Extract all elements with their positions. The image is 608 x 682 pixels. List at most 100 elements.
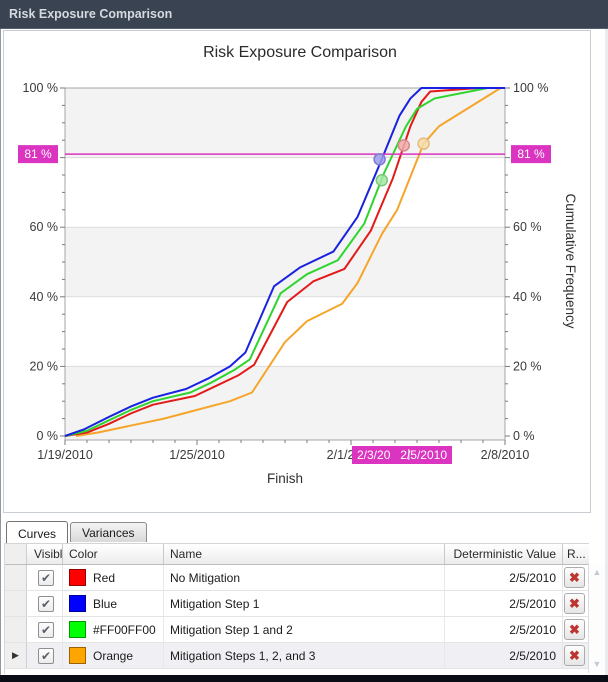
header-remove[interactable]: R...: [567, 547, 585, 561]
row-selector[interactable]: [5, 565, 27, 590]
crossing-marker[interactable]: [375, 173, 389, 187]
deterministic-value-cell: 2/5/2010: [445, 565, 563, 590]
header-name[interactable]: Name: [164, 544, 445, 564]
name-cell: No Mitigation: [164, 565, 445, 590]
color-name: Red: [93, 570, 116, 585]
remove-cell: ✖: [563, 591, 585, 616]
deterministic-value-cell: 2/5/2010: [445, 643, 563, 668]
header-deterministic-value[interactable]: Deterministic Value: [445, 544, 563, 564]
threshold-label-text: 81 %: [24, 147, 52, 161]
color-cell: #FF00FF00: [63, 617, 164, 642]
visible-checkbox[interactable]: ✔: [38, 621, 54, 638]
x-tick-label: 1/19/2010: [37, 448, 93, 462]
delete-row-button[interactable]: ✖: [564, 593, 585, 614]
y-tick-label: 0 %: [36, 429, 58, 443]
name-cell: Mitigation Step 1: [164, 591, 445, 616]
table-row[interactable]: ✔ Blue Mitigation Step 1 2/5/2010 ✖: [5, 591, 589, 617]
curves-table: Visible Color Name Deterministic Value R…: [4, 543, 589, 674]
deterministic-value-cell: 2/5/2010: [445, 591, 563, 616]
visible-cell: ✔: [27, 565, 63, 590]
color-swatch: [69, 595, 86, 612]
table-row[interactable]: ▶ ✔ Orange Mitigation Steps 1, 2, and 3 2/5/…: [5, 643, 589, 669]
curve-no-mitigation: [64, 87, 505, 437]
table-row[interactable]: ✔ #FF00FF00 Mitigation Step 1 and 2 2/5/201…: [5, 617, 589, 643]
table-scrollbar[interactable]: ▲ ▼: [588, 563, 605, 673]
plot-band: [65, 227, 505, 297]
x-tick-label: 1/25/2010: [169, 448, 225, 462]
table-row[interactable]: ✔ Red No Mitigation 2/5/2010 ✖: [5, 565, 589, 591]
delete-row-button[interactable]: ✖: [564, 645, 585, 666]
curve-mitigation-step-1-and-2: [64, 87, 505, 437]
visible-checkbox[interactable]: ✔: [38, 569, 54, 586]
plot-band: [65, 366, 505, 440]
header-visible[interactable]: Visible: [27, 544, 63, 564]
scroll-down-icon[interactable]: ▼: [592, 659, 602, 669]
tracker-clip-artifact: [408, 449, 410, 460]
color-swatch: [69, 569, 86, 586]
crossing-marker[interactable]: [397, 139, 411, 152]
current-row-arrow: ▶: [12, 650, 19, 660]
deterministic-date-label: 2/5/2010: [400, 448, 447, 462]
table-body: ✔ Red No Mitigation 2/5/2010 ✖ ✔ Blue Mitigatio…: [5, 565, 589, 669]
window-bottom-border: [0, 675, 608, 682]
window-right-edge: [605, 28, 608, 675]
tracker-date-clipped: 2/3/20: [357, 448, 391, 462]
name-cell: Mitigation Step 1 and 2: [164, 617, 445, 642]
y-tick-label-right: 100 %: [513, 81, 548, 95]
visible-checkbox[interactable]: ✔: [38, 595, 54, 612]
date-tracker-box: [352, 446, 452, 464]
row-selector[interactable]: ▶: [5, 643, 27, 668]
risk-chart[interactable]: 0 % 0 % 20 % 20 % 40 % 40 % 60 % 60 % 100 % 100 %…: [0, 0, 608, 518]
y-tick-label: 60 %: [30, 220, 59, 234]
color-name: Orange: [93, 648, 134, 663]
color-swatch: [69, 621, 86, 638]
color-name: #FF00FF00: [93, 622, 156, 637]
window-titlebar[interactable]: Risk Exposure Comparison: [0, 0, 608, 29]
plot-band: [65, 296, 505, 367]
y-axis-title: Cumulative Frequency: [563, 193, 578, 328]
visible-cell: ✔: [27, 643, 63, 668]
y-tick-label: 100 %: [23, 81, 58, 95]
tab-strip: Curves Variances: [6, 519, 149, 543]
header-color[interactable]: Color: [63, 544, 164, 564]
y-tick-label-right: 60 %: [513, 220, 542, 234]
deterministic-value-cell: 2/5/2010: [445, 617, 563, 642]
color-cell: Red: [63, 565, 164, 590]
visible-cell: ✔: [27, 591, 63, 616]
remove-cell: ✖: [563, 643, 585, 668]
y-tick-label-right: 0 %: [513, 429, 535, 443]
row-selector[interactable]: [5, 617, 27, 642]
window-title: Risk Exposure Comparison: [9, 7, 173, 21]
y-tick-label-right: 40 %: [513, 290, 542, 304]
y-tick-label: 20 %: [30, 359, 59, 373]
color-cell: Orange: [63, 643, 164, 668]
table-header: Visible Color Name Deterministic Value R…: [5, 543, 589, 565]
delete-row-button[interactable]: ✖: [564, 619, 585, 640]
threshold-label-right: [511, 145, 551, 164]
chart-title: Risk Exposure Comparison: [203, 44, 397, 61]
x-axis-title: Finish: [267, 471, 303, 486]
delete-row-button[interactable]: ✖: [564, 567, 585, 588]
name-cell: Mitigation Steps 1, 2, and 3: [164, 643, 445, 668]
row-selector[interactable]: [5, 591, 27, 616]
visible-cell: ✔: [27, 617, 63, 642]
threshold-label-text: 81 %: [517, 147, 545, 161]
color-swatch: [69, 647, 86, 664]
color-name: Blue: [93, 596, 118, 611]
header-corner: [5, 544, 27, 564]
x-tick-label: 2/8/2010: [481, 448, 530, 462]
curve-mitigation-step-1: [64, 87, 505, 437]
threshold-label-left: [18, 145, 58, 164]
crossing-marker[interactable]: [373, 153, 386, 166]
visible-checkbox[interactable]: ✔: [38, 647, 54, 664]
scroll-up-icon[interactable]: ▲: [592, 567, 602, 577]
remove-cell: ✖: [563, 565, 585, 590]
plot-band: [65, 157, 505, 228]
remove-cell: ✖: [563, 617, 585, 642]
curve-mitigation-steps-1-2-and-3: [75, 87, 505, 437]
tab-variances[interactable]: Variances: [70, 522, 147, 542]
crossing-marker[interactable]: [417, 137, 430, 150]
tab-curves[interactable]: Curves: [6, 521, 69, 543]
y-tick-label: 40 %: [30, 290, 59, 304]
